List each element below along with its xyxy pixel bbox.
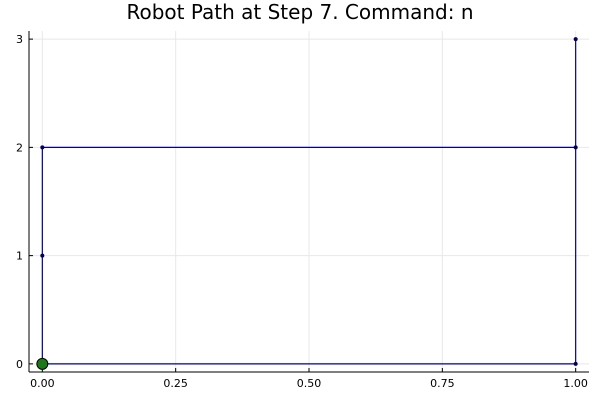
- x-tick-label-3: 0.75: [430, 377, 455, 390]
- grid: [29, 31, 589, 372]
- y-tick-label-0: 0: [16, 358, 23, 371]
- x-tick-label-2: 0.50: [297, 377, 322, 390]
- y-tick-label-3: 3: [16, 33, 23, 46]
- robot-position-marker: [36, 357, 49, 370]
- path-point-1: [573, 361, 578, 366]
- chart-title: Robot Path at Step 7. Command: n: [126, 0, 473, 24]
- ticks: 0.00 0.25 0.50 0.75 1.00 0 1 2 3: [16, 33, 588, 390]
- path-point-2: [573, 37, 578, 42]
- x-tick-label-1: 0.25: [163, 377, 188, 390]
- y-tick-label-1: 1: [16, 250, 23, 263]
- y-tick-label-2: 2: [16, 141, 23, 154]
- x-tick-label-4: 1.00: [563, 377, 588, 390]
- path-point-5: [40, 253, 45, 258]
- path-point-3: [573, 145, 578, 150]
- path-markers: [36, 37, 578, 370]
- x-tick-label-0: 0.00: [30, 377, 55, 390]
- path-point-4: [40, 145, 45, 150]
